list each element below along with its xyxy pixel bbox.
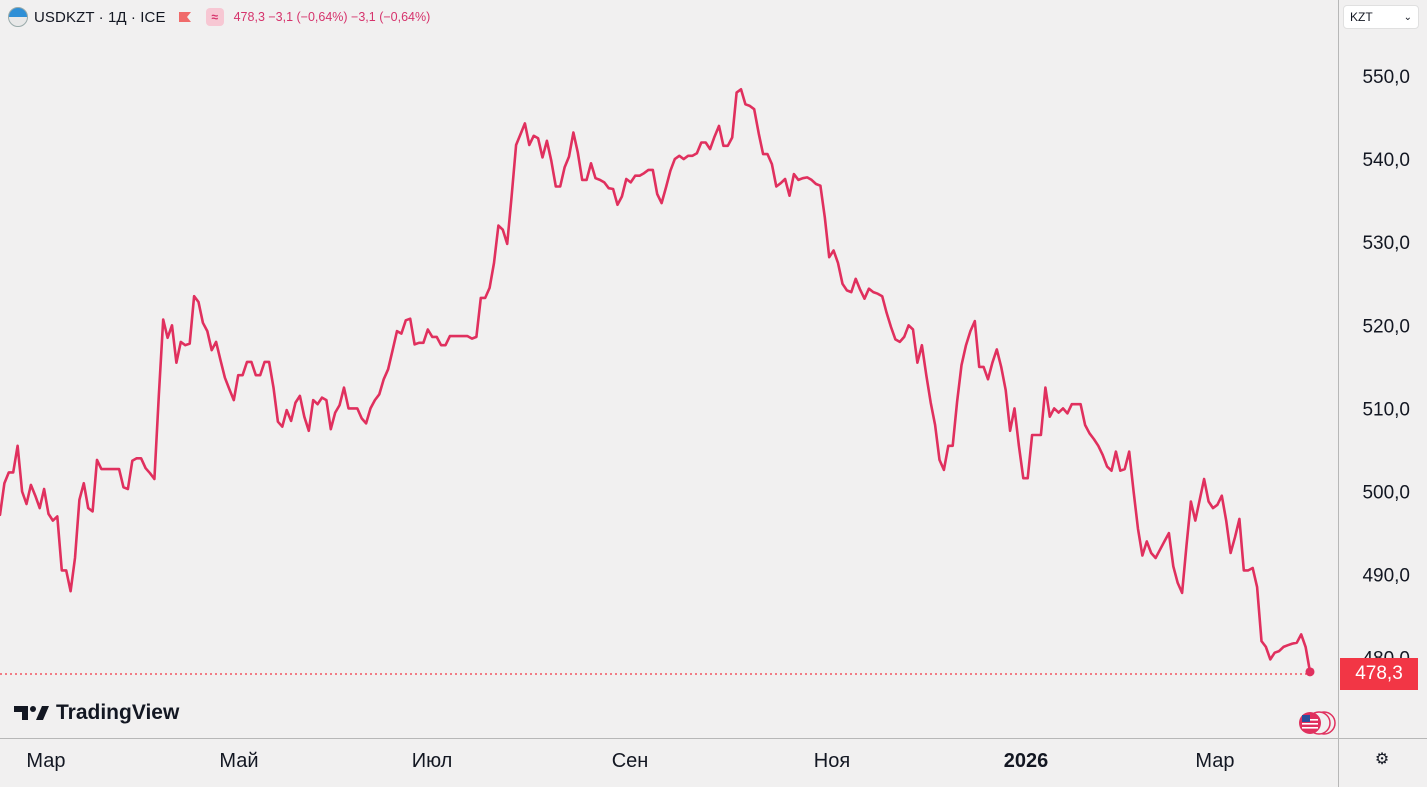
x-tick-label: Май [219,750,258,772]
x-tick-label: Июл [412,750,453,772]
currency-selector-label: KZT [1350,10,1373,24]
approx-icon[interactable]: ≈ [205,8,224,26]
y-tick-label: 510,0 [1362,399,1410,420]
x-tick-label: Сен [612,750,649,772]
y-tick-label: 530,0 [1362,233,1410,254]
last-point-marker [1305,667,1315,677]
y-tick-label: 540,0 [1362,150,1410,171]
plot-area[interactable] [0,0,1338,738]
settings-icon[interactable]: ⚙ [1374,751,1390,768]
x-axis-ticks: Мар Май Июл Сен Ноя 2026 Мар [26,750,1234,772]
y-tick-label: 490,0 [1362,566,1410,587]
y-tick-label: 520,0 [1362,316,1410,337]
series-line [0,88,1312,674]
y-tick-label: 550,0 [1362,67,1410,88]
brand-name: TradingView [56,701,180,724]
currency-globe-icon[interactable] [8,7,28,27]
quote-values: 478,3 −3,1 (−0,64%) −3,1 (−0,64%) [233,10,431,24]
red-flag-icon[interactable] [178,11,192,23]
us-flag-icon[interactable] [1297,710,1337,736]
x-tick-label: Ноя [814,750,850,772]
tradingview-logo-icon [14,706,49,720]
x-tick-label: Мар [26,750,65,772]
x-tick-label: 2026 [1004,750,1049,772]
y-tick-label: 500,0 [1362,483,1410,504]
x-tick-label: Мар [1195,750,1234,772]
tradingview-logo[interactable]: TradingView [14,701,179,725]
currency-selector[interactable]: KZT ⌄ [1343,5,1419,29]
chart-header: USDKZT · 1Д · ICE ≈ 478,3 −3,1 (−0,64%) … [8,6,430,28]
chevron-down-icon: ⌄ [1403,11,1412,23]
symbol-title[interactable]: USDKZT · 1Д · ICE [34,8,166,26]
last-price-label: 478,3 [1340,658,1418,690]
